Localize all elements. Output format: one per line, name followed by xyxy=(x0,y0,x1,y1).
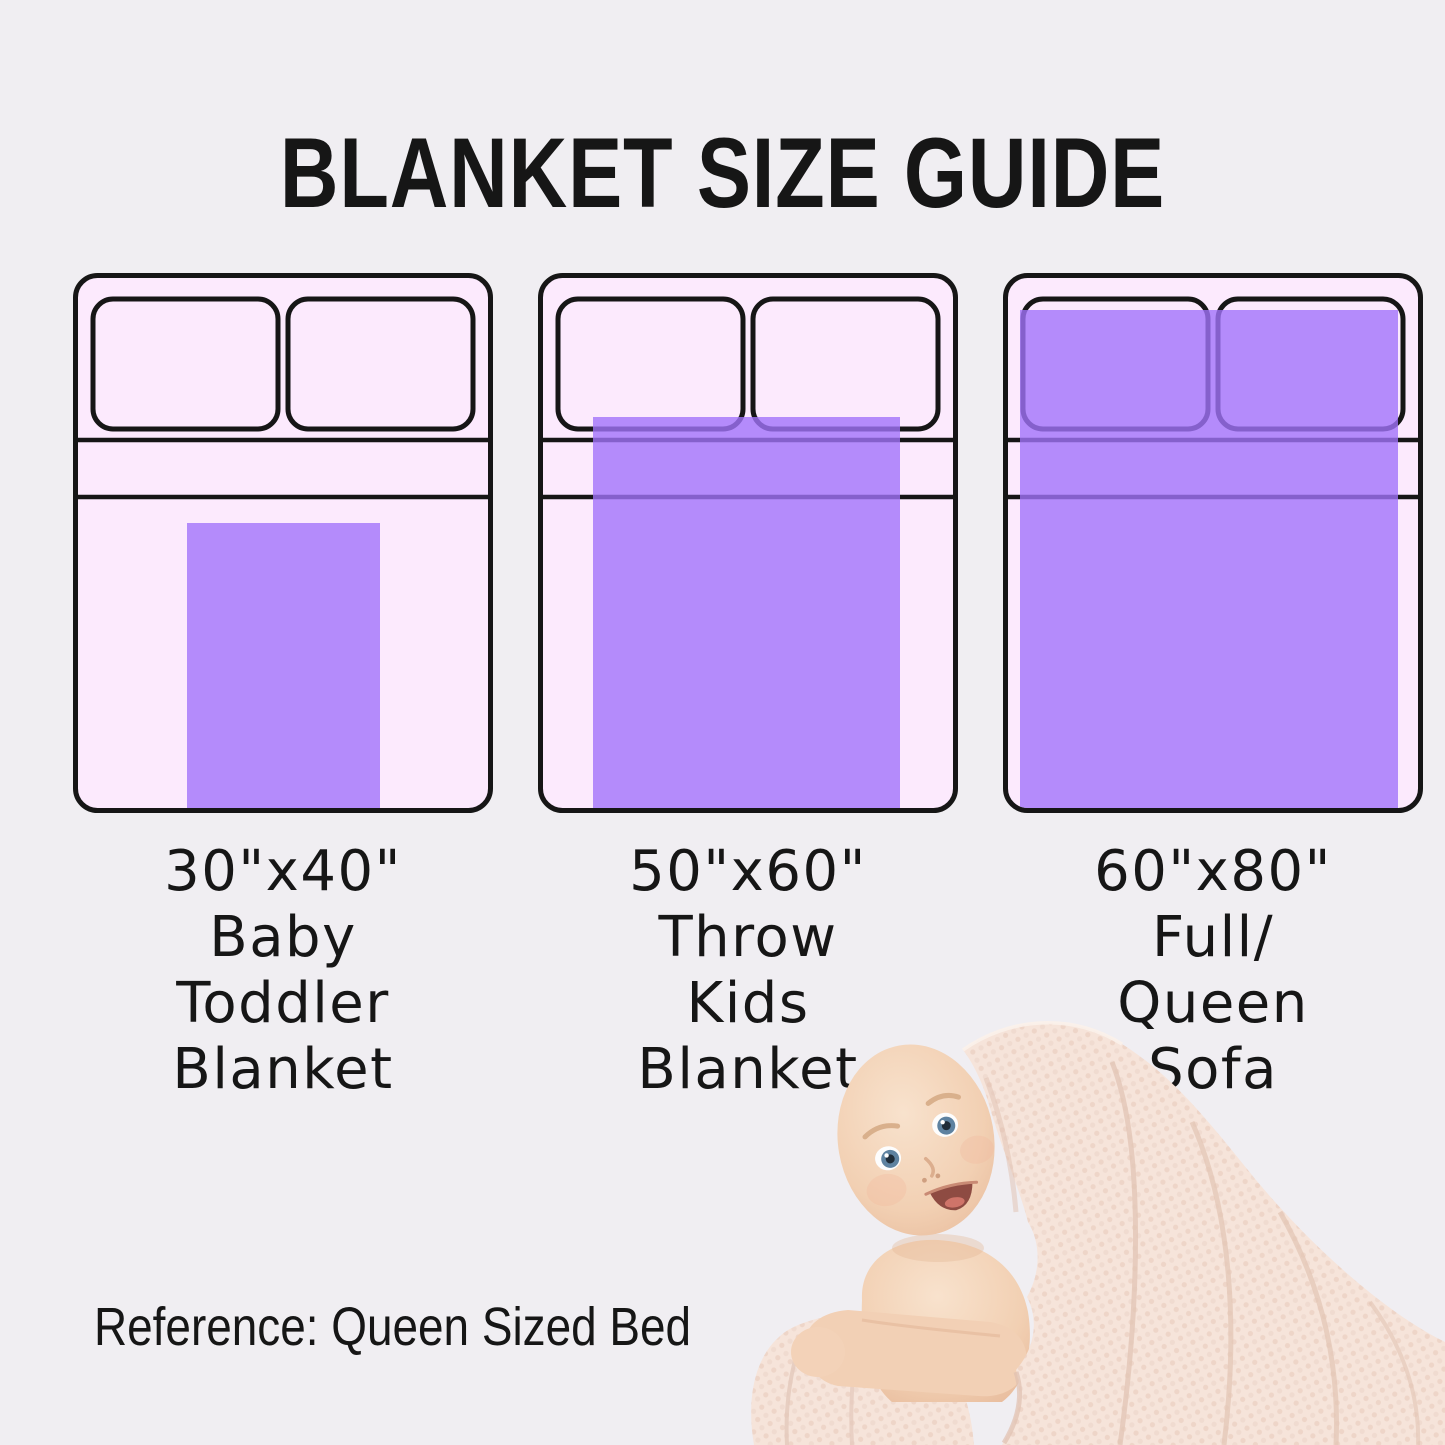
blanket-overlay-30x40 xyxy=(187,523,380,808)
bed-diagram-60x80 xyxy=(1003,273,1423,813)
pillow-right-icon xyxy=(285,296,476,432)
blanket-overlay-60x80 xyxy=(1020,310,1398,808)
size-column-60x80: 60"x80" Full/ Queen Sofa xyxy=(1003,273,1423,1103)
nose xyxy=(923,1156,935,1178)
size-dimensions: 60"x80" xyxy=(1094,839,1332,904)
pillow-left-icon xyxy=(90,296,281,432)
baby-face xyxy=(862,1093,994,1211)
label-line: Full/ xyxy=(1151,905,1275,970)
label-line: Toddler xyxy=(176,971,390,1036)
label-line: Throw xyxy=(658,905,838,970)
baby-photo xyxy=(751,1021,1445,1445)
eyebrow xyxy=(862,1123,901,1140)
reference-note: Reference: Queen Sized Bed xyxy=(94,1297,692,1357)
cheek-blush xyxy=(960,1135,994,1164)
size-dimensions: 50"x60" xyxy=(629,839,867,904)
eye xyxy=(875,1146,902,1171)
smiling-mouth xyxy=(924,1180,979,1211)
pillow-left-icon xyxy=(555,296,746,432)
eye xyxy=(932,1112,959,1137)
label-line: Baby xyxy=(209,905,357,970)
size-dimensions: 30"x40" xyxy=(164,839,402,904)
blanket-overlay-50x60 xyxy=(593,417,900,808)
label-line: Queen xyxy=(1117,971,1309,1036)
size-column-50x60: 50"x60" Throw Kids Blanket xyxy=(538,273,958,1103)
label-line: Blanket xyxy=(172,1037,394,1102)
knit-blanket xyxy=(961,1021,1445,1445)
size-label-block: 30"x40" Baby Toddler Blanket xyxy=(73,839,493,1103)
size-label-block: 60"x80" Full/ Queen Sofa xyxy=(1003,839,1423,1103)
bed-diagram-30x40 xyxy=(73,273,493,813)
size-label-block: 50"x60" Throw Kids Blanket xyxy=(538,839,958,1103)
baby-body xyxy=(791,1234,1030,1402)
eyebrow xyxy=(925,1093,962,1106)
label-line: Blanket xyxy=(637,1037,859,1102)
page-title: BLANKET SIZE GUIDE xyxy=(279,117,1166,228)
label-line: Kids xyxy=(686,971,810,1036)
pillow-right-icon xyxy=(750,296,941,432)
cheek-blush xyxy=(866,1173,907,1207)
bed-diagram-50x60 xyxy=(538,273,958,813)
size-column-30x40: 30"x40" Baby Toddler Blanket xyxy=(73,273,493,1103)
